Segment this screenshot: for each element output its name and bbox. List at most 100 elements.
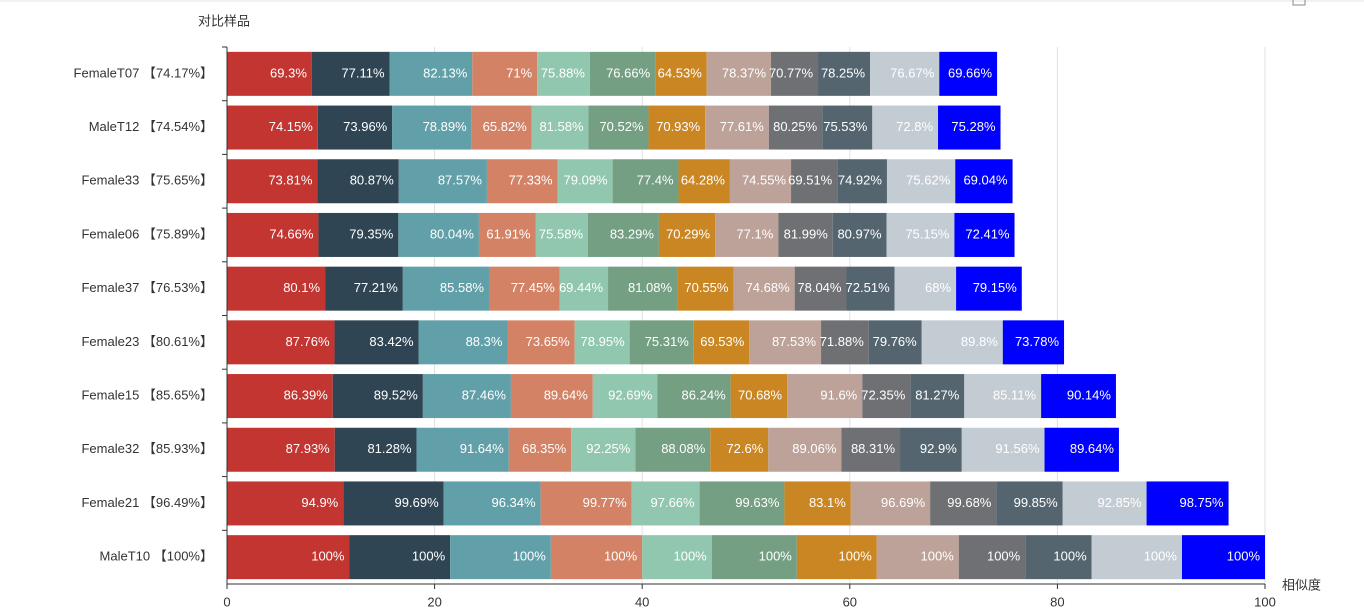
bar-segment <box>635 427 711 472</box>
y-tick-label: Female06 【75.89%】 <box>81 226 213 241</box>
bar-segment <box>794 266 847 311</box>
value-label: 78.89% <box>423 119 468 134</box>
bar-segment <box>771 51 819 96</box>
bar-segment <box>642 535 712 580</box>
bar-segment <box>706 51 772 96</box>
bar-segment <box>996 481 1063 526</box>
bar-segment <box>402 266 489 311</box>
bar-segment <box>537 51 590 96</box>
bar-segment <box>1041 374 1116 419</box>
y-tick-label: FemaleT07 【74.17%】 <box>74 65 213 80</box>
value-label: 96.34% <box>491 495 536 510</box>
bar-segment <box>317 105 393 150</box>
bar-segment <box>930 481 997 526</box>
value-label: 73.96% <box>343 119 388 134</box>
value-label: 92.85% <box>1097 495 1142 510</box>
bar-segment <box>900 427 962 472</box>
bar-segment <box>655 51 707 96</box>
bar-segment <box>705 105 769 150</box>
bar-segment <box>846 266 895 311</box>
bar-segment <box>749 320 822 365</box>
value-label: 80.1% <box>283 280 320 295</box>
bar-segment <box>422 374 511 419</box>
value-label: 77.4% <box>637 173 674 188</box>
value-label: 98.75% <box>1179 495 1224 510</box>
icon[interactable] <box>1292 0 1306 6</box>
value-label: 69.3% <box>270 65 307 80</box>
bar-segment <box>540 481 632 526</box>
value-label: 70.29% <box>666 226 711 241</box>
value-label: 87.53% <box>772 334 817 349</box>
value-label: 85.58% <box>440 280 485 295</box>
bar-segment <box>612 159 679 204</box>
bar-segment <box>450 535 551 580</box>
value-label: 79.76% <box>873 334 918 349</box>
value-label: 78.04% <box>797 280 842 295</box>
value-label: 89.8% <box>961 334 998 349</box>
value-label: 77.11% <box>341 65 385 80</box>
value-label: 89.06% <box>792 441 837 456</box>
bar-segment <box>868 320 922 365</box>
value-label: 88.3% <box>466 334 503 349</box>
bar-segment <box>486 159 558 204</box>
bar-segment <box>571 427 636 472</box>
value-label: 76.66% <box>606 65 651 80</box>
bar-segment <box>876 535 959 580</box>
bar-segment <box>886 212 955 257</box>
value-label: 99.68% <box>947 495 992 510</box>
value-label: 69.44% <box>559 280 604 295</box>
value-label: 100% <box>921 549 955 564</box>
value-label: 87.57% <box>438 173 483 188</box>
bar-segment <box>227 266 326 311</box>
bar-segment <box>318 212 399 257</box>
bar-segment <box>227 105 318 150</box>
value-label: 77.1% <box>736 226 773 241</box>
value-label: 68.35% <box>522 441 567 456</box>
bar-segment <box>910 374 965 419</box>
bar-segment <box>1062 481 1147 526</box>
x-tick-label: 0 <box>223 594 230 609</box>
bar-segment <box>677 266 734 311</box>
value-label: 94.9% <box>301 495 338 510</box>
value-label: 100% <box>1227 549 1261 564</box>
value-label: 74.92% <box>838 173 883 188</box>
value-label: 91.64% <box>460 441 505 456</box>
value-label: 88.31% <box>851 441 896 456</box>
bar-segment <box>699 481 785 526</box>
value-label: 73.78% <box>1015 334 1060 349</box>
value-label: 72.35% <box>861 387 906 402</box>
bar-segment <box>398 159 487 204</box>
value-label: 72.51% <box>846 280 891 295</box>
value-label: 77.33% <box>509 173 554 188</box>
y-tick-label: Female33 【75.65%】 <box>81 173 213 188</box>
bar-segment <box>629 320 694 365</box>
value-label: 100% <box>604 549 638 564</box>
bar-segment <box>841 427 901 472</box>
value-label: 70.52% <box>599 119 644 134</box>
value-label: 88.08% <box>661 441 706 456</box>
bar-segment <box>227 212 319 257</box>
bar-segment <box>733 266 795 311</box>
x-tick-label: 20 <box>427 594 441 609</box>
bar-segment <box>715 212 779 257</box>
bar-segment <box>822 105 873 150</box>
value-label: 81.58% <box>539 119 584 134</box>
y-tick-label: MaleT10 【100%】 <box>100 549 213 564</box>
bar-segment <box>608 266 678 311</box>
value-label: 72.41% <box>965 226 1010 241</box>
bar-segment <box>389 51 473 96</box>
value-label: 74.15% <box>269 119 314 134</box>
value-label: 89.64% <box>544 387 589 402</box>
y-axis-label: 对比样品 <box>198 13 250 28</box>
bar-segment <box>768 105 823 150</box>
bar-segment <box>325 266 403 311</box>
bar-segment <box>938 105 1001 150</box>
value-label: 69.53% <box>700 334 745 349</box>
y-tick-label: Female15 【85.65%】 <box>81 387 213 402</box>
bar-segment <box>227 374 333 419</box>
bar-segment <box>729 159 792 204</box>
bar-segment <box>557 159 613 204</box>
bar-segment <box>478 212 536 257</box>
y-tick-label: MaleT12 【74.54%】 <box>89 119 213 134</box>
